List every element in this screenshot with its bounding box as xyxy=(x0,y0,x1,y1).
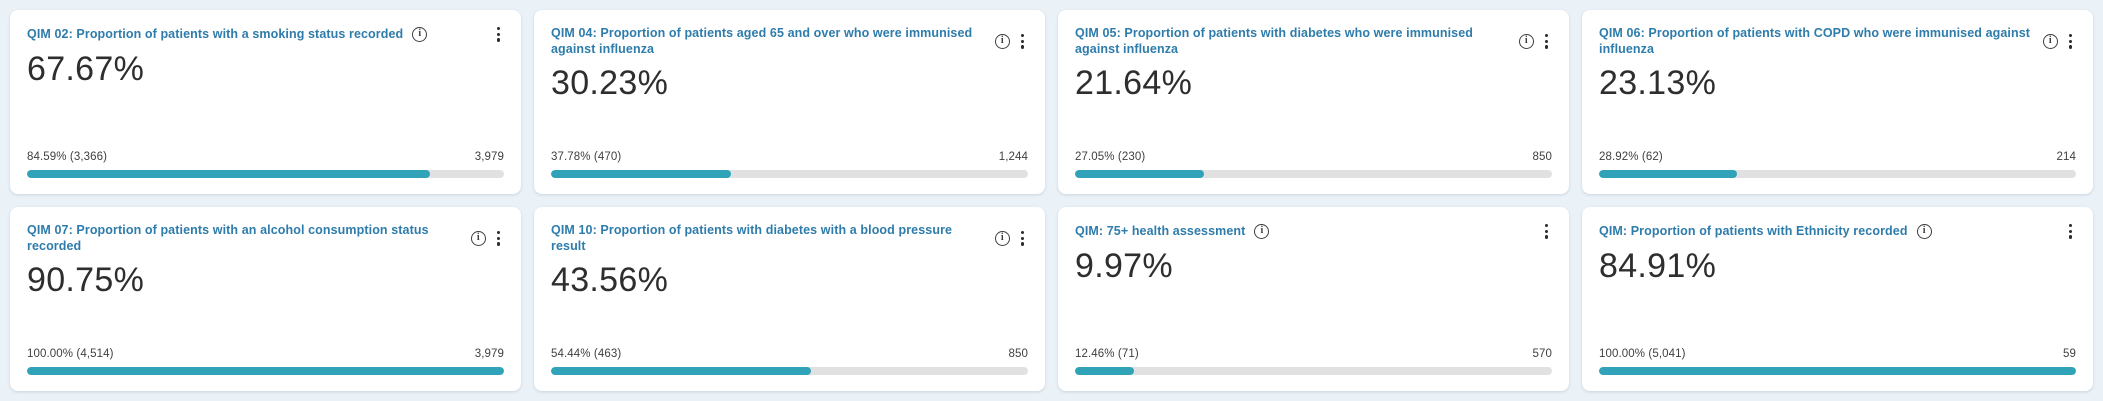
footer-left-label: 28.92% (62) xyxy=(1599,151,1663,163)
info-icon[interactable]: i xyxy=(1254,223,1270,239)
info-icon[interactable]: i xyxy=(412,26,428,42)
qim-card-flu-diabetes: QIM 05: Proportion of patients with diab… xyxy=(1058,10,1569,194)
footer-right-value: 850 xyxy=(1532,151,1552,163)
metric-value: 9.97% xyxy=(1075,246,1173,285)
footer-left-label: 54.44% (463) xyxy=(551,348,622,360)
card-footer: 100.00% (4,514) 3,979 xyxy=(27,348,504,360)
footer-left-label: 12.46% (71) xyxy=(1075,348,1139,360)
card-header: QIM: Proportion of patients with Ethnici… xyxy=(1599,222,2076,241)
card-footer: 12.46% (71) 570 xyxy=(1075,348,1552,360)
qim-card-ethnicity-recorded: QIM: Proportion of patients with Ethnici… xyxy=(1582,207,2093,391)
progress-bar xyxy=(27,170,504,178)
kebab-menu-icon[interactable] xyxy=(1541,32,1552,51)
card-title-link[interactable]: QIM 05: Proportion of patients with diab… xyxy=(1075,26,1474,57)
metric-value: 90.75% xyxy=(27,260,145,299)
info-icon[interactable]: i xyxy=(994,33,1010,49)
card-title-link[interactable]: QIM: Proportion of patients with Ethnici… xyxy=(1599,224,1908,239)
card-header: QIM 05: Proportion of patients with diab… xyxy=(1075,25,1552,58)
card-title-link[interactable]: QIM 06: Proportion of patients with COPD… xyxy=(1599,26,2031,57)
footer-right-value: 3,979 xyxy=(474,348,504,360)
qim-card-alcohol-status: QIM 07: Proportion of patients with an a… xyxy=(10,207,521,391)
footer-right-value: 59 xyxy=(2063,348,2076,360)
qim-card-flu-65-over: QIM 04: Proportion of patients aged 65 a… xyxy=(534,10,1045,194)
footer-left-label: 100.00% (5,041) xyxy=(1599,348,1686,360)
footer-right-value: 3,979 xyxy=(474,151,504,163)
card-title-link[interactable]: QIM 10: Proportion of patients with diab… xyxy=(551,223,953,254)
kebab-menu-icon[interactable] xyxy=(2065,32,2076,51)
card-title-link[interactable]: QIM 07: Proportion of patients with an a… xyxy=(27,223,429,254)
card-header: QIM 07: Proportion of patients with an a… xyxy=(27,222,504,255)
progress-bar-fill xyxy=(1075,170,1205,178)
qim-card-diabetes-bp: QIM 10: Proportion of patients with diab… xyxy=(534,207,1045,391)
progress-bar xyxy=(551,367,1028,375)
metric-value: 30.23% xyxy=(551,63,669,102)
card-title-link[interactable]: QIM 02: Proportion of patients with a sm… xyxy=(27,27,404,42)
footer-right-value: 570 xyxy=(1532,348,1552,360)
progress-bar xyxy=(1599,170,2076,178)
qim-card-flu-copd: QIM 06: Proportion of patients with COPD… xyxy=(1582,10,2093,194)
card-header: QIM 06: Proportion of patients with COPD… xyxy=(1599,25,2076,58)
footer-left-label: 100.00% (4,514) xyxy=(27,348,114,360)
card-footer: 28.92% (62) 214 xyxy=(1599,151,2076,163)
card-title-link[interactable]: QIM 04: Proportion of patients aged 65 a… xyxy=(551,26,973,57)
metric-value: 67.67% xyxy=(27,49,145,88)
footer-left-label: 84.59% (3,366) xyxy=(27,151,108,163)
card-header: QIM 10: Proportion of patients with diab… xyxy=(551,222,1028,255)
kebab-menu-icon[interactable] xyxy=(1017,229,1028,248)
card-footer: 37.78% (470) 1,244 xyxy=(551,151,1028,163)
kebab-menu-icon[interactable] xyxy=(493,25,504,44)
progress-bar-fill xyxy=(1599,170,1737,178)
footer-right-value: 1,244 xyxy=(998,151,1028,163)
metric-value: 23.13% xyxy=(1599,63,1717,102)
info-icon[interactable]: i xyxy=(994,230,1010,246)
metric-value: 43.56% xyxy=(551,260,669,299)
card-footer: 100.00% (5,041) 59 xyxy=(1599,348,2076,360)
card-header: QIM 02: Proportion of patients with a sm… xyxy=(27,25,504,44)
info-icon[interactable]: i xyxy=(470,230,486,246)
kebab-menu-icon[interactable] xyxy=(1017,32,1028,51)
progress-bar-fill xyxy=(1599,367,2076,375)
card-header: QIM 04: Proportion of patients aged 65 a… xyxy=(551,25,1028,58)
kebab-menu-icon[interactable] xyxy=(2065,222,2076,241)
footer-left-label: 27.05% (230) xyxy=(1075,151,1146,163)
progress-bar xyxy=(1075,367,1552,375)
card-footer: 27.05% (230) 850 xyxy=(1075,151,1552,163)
progress-bar-fill xyxy=(27,367,504,375)
progress-bar-fill xyxy=(1075,367,1135,375)
footer-left-label: 37.78% (470) xyxy=(551,151,622,163)
qim-card-smoking-status: QIM 02: Proportion of patients with a sm… xyxy=(10,10,521,194)
progress-bar-fill xyxy=(27,170,431,178)
progress-bar xyxy=(27,367,504,375)
metric-value: 84.91% xyxy=(1599,246,1717,285)
kebab-menu-icon[interactable] xyxy=(1541,222,1552,241)
card-header: QIM: 75+ health assessment i xyxy=(1075,222,1552,241)
card-footer: 84.59% (3,366) 3,979 xyxy=(27,151,504,163)
progress-bar-fill xyxy=(551,170,732,178)
info-icon[interactable]: i xyxy=(1518,33,1534,49)
info-icon[interactable]: i xyxy=(2042,33,2058,49)
metric-value: 21.64% xyxy=(1075,63,1193,102)
progress-bar xyxy=(1075,170,1552,178)
kebab-menu-icon[interactable] xyxy=(493,229,504,248)
info-icon[interactable]: i xyxy=(1916,223,1932,239)
progress-bar xyxy=(1599,367,2076,375)
progress-bar-fill xyxy=(551,367,811,375)
progress-bar xyxy=(551,170,1028,178)
qim-card-75-health-assessment: QIM: 75+ health assessment i 9.97% 12.46… xyxy=(1058,207,1569,391)
footer-right-value: 850 xyxy=(1008,348,1028,360)
card-footer: 54.44% (463) 850 xyxy=(551,348,1028,360)
footer-right-value: 214 xyxy=(2056,151,2076,163)
card-title-link[interactable]: QIM: 75+ health assessment xyxy=(1075,224,1246,239)
